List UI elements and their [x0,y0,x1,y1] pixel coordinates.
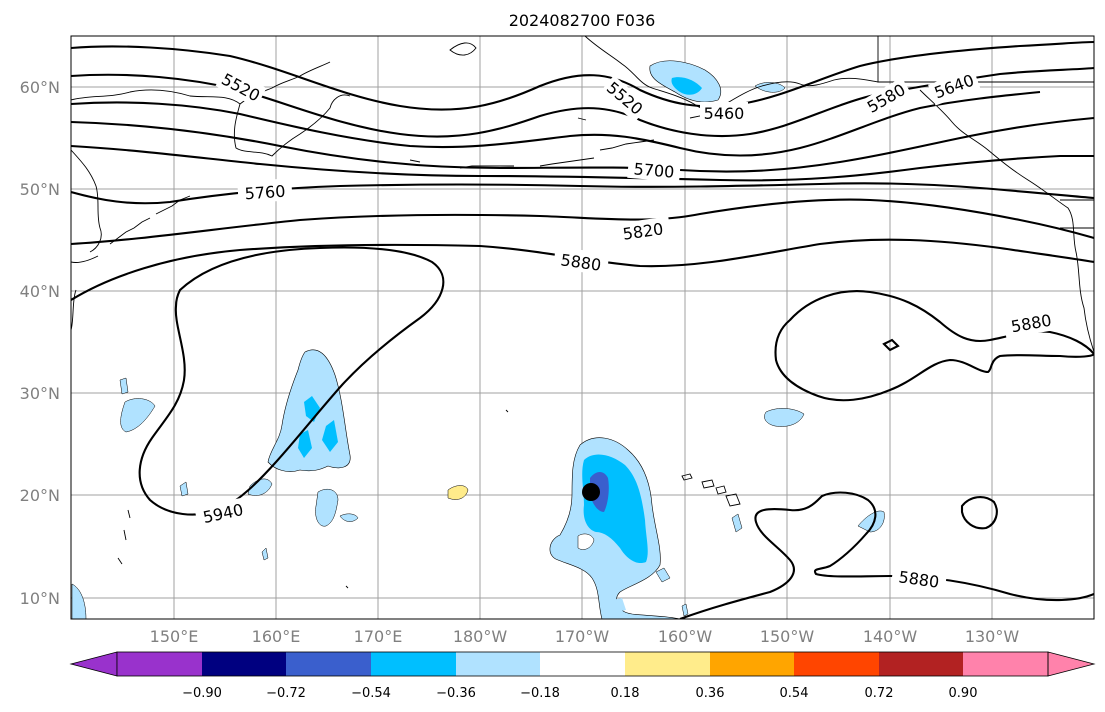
lon-label: 160°W [658,627,713,646]
shade-alaska-mid [671,77,702,95]
lon-label: 180°W [453,627,508,646]
colorbar-bin [794,652,879,676]
shade-east-patch [764,408,805,427]
colorbar-bin [710,652,794,676]
contour-label-5700: 5700 [633,159,675,181]
colorbar: −0.90 −0.72 −0.54 −0.36 −0.18 0.18 0.36 … [69,651,1096,701]
colorbar-bin [540,652,625,676]
longitude-labels: 150°E 160°E 170°E 180°W 170°W 160°W 150°… [150,627,1020,646]
lon-label: 160°E [252,627,301,646]
lat-label: 30°N [20,384,60,403]
lat-label: 10°N [20,589,60,608]
colorbar-tick-label: 0.36 [696,686,725,701]
contour-label-5460: 5460 [704,104,745,123]
lon-label: 170°E [354,627,403,646]
lat-label: 60°N [20,78,60,97]
lat-label: 50°N [20,180,60,199]
colorbar-extend-left [69,651,118,677]
colorbar-bin [371,652,456,676]
colorbar-tick-label: −0.90 [182,686,222,701]
colorbar-bin [456,652,540,676]
lon-label: 150°W [760,627,815,646]
map-title: 2024082700 F036 [509,11,656,30]
colorbar-bin [879,652,963,676]
colorbar-bin [963,652,1048,676]
colorbar-tick-label: −0.72 [266,686,306,701]
lat-label: 20°N [20,486,60,505]
lat-label: 40°N [20,282,60,301]
colorbar-bin [625,652,710,676]
colorbar-tick-label: 0.90 [949,686,978,701]
contour-label-5760: 5760 [244,182,286,204]
shade-wpac-mid2 [298,430,312,458]
shade-wpac-mid3 [322,420,338,452]
lon-label: 150°E [150,627,199,646]
colorbar-tick-label: −0.36 [436,686,476,701]
colorbar-tick-label: −0.54 [351,686,391,701]
colorbar-tick-label: −0.18 [520,686,560,701]
colorbar-bin [286,652,371,676]
colorbar-extend-right [1047,651,1096,677]
contour-labels: 5520 5520 5460 5580 5640 5700 5760 5820 … [194,66,1060,594]
colorbar-bin [202,652,286,676]
lon-label: 170°W [555,627,610,646]
colorbar-tick-label: 0.72 [865,686,894,701]
shaded-field [71,60,885,619]
colorbar-tick-label: 0.54 [780,686,809,701]
shade-positive-patch [447,485,469,500]
colorbar-bin [117,652,202,676]
shade-central-hole [577,533,595,550]
lon-label: 130°W [965,627,1020,646]
storm-center-dot [582,483,600,501]
latitude-labels: 60°N 50°N 40°N 30°N 20°N 10°N [20,78,60,608]
lon-label: 140°W [863,627,918,646]
colorbar-tick-label: 0.18 [611,686,640,701]
